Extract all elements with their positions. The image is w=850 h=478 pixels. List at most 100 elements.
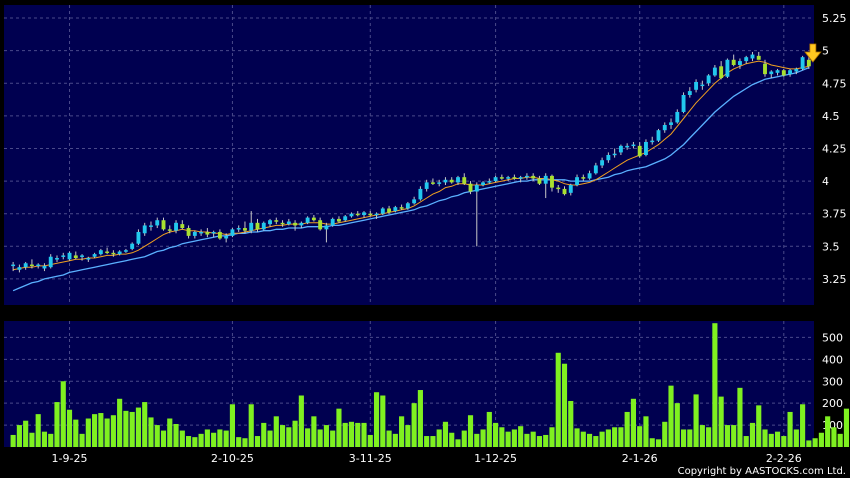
volume-bar [223, 430, 229, 447]
volume-bar [10, 434, 16, 447]
volume-bar [348, 421, 355, 447]
candle [318, 217, 323, 231]
x-tick-label: 1-12-25 [474, 452, 517, 465]
candle [405, 201, 410, 210]
candle-body [105, 251, 110, 254]
volume-bar [104, 418, 110, 447]
x-axis: 1-9-25 2-10-25 3-11-25 1-12-25 2-1-26 2-2-26 [52, 452, 802, 465]
volume-bar [279, 425, 286, 447]
candle-body [531, 175, 536, 179]
volume-bar [442, 421, 449, 447]
volume-bar [380, 395, 386, 447]
candle-body [631, 144, 636, 147]
candle [462, 173, 467, 185]
volume-bar [536, 436, 543, 447]
candle-body [763, 63, 767, 75]
candle-body [468, 183, 473, 192]
volume-bar [204, 429, 210, 447]
volume-bar [549, 427, 555, 447]
candle-body [123, 250, 128, 252]
candle-body [562, 188, 567, 195]
candle-body [180, 224, 185, 229]
volume-bar [254, 436, 261, 447]
candle-body [161, 220, 166, 230]
volume-bar [323, 425, 329, 447]
volume-bar [305, 428, 311, 447]
ma-short-line [12, 60, 810, 271]
candle-body [738, 61, 742, 65]
candle-body [255, 222, 260, 230]
candle [587, 170, 592, 180]
volume-bar [643, 416, 649, 447]
candle-body [556, 187, 561, 190]
candle [211, 230, 216, 238]
candle [105, 247, 110, 255]
volume-bar [737, 387, 743, 447]
candle [443, 177, 448, 185]
candle [136, 229, 141, 245]
candle-body [186, 228, 191, 236]
candle [55, 255, 59, 262]
candle [788, 68, 793, 77]
candle [330, 217, 335, 227]
volume-bar [198, 433, 204, 447]
candle-body [618, 145, 623, 153]
candle [593, 162, 598, 175]
volume-bar [286, 427, 292, 447]
candle-body [11, 264, 16, 267]
volume-bar [718, 396, 724, 447]
x-tick-label: 2-10-25 [211, 452, 254, 465]
candle [731, 54, 736, 67]
volume-bar [273, 416, 279, 447]
candle-body [324, 225, 329, 230]
candle-body [274, 220, 279, 222]
volume-bar [399, 416, 405, 447]
candle-body [405, 203, 410, 209]
candle-body [149, 225, 153, 227]
candle-body [355, 213, 360, 216]
candle-body [769, 71, 774, 75]
candle-body [581, 177, 586, 179]
volume-bar [818, 432, 824, 447]
candle [537, 175, 542, 185]
candle [17, 264, 22, 273]
candle-body [418, 188, 423, 200]
candle-body [167, 229, 172, 231]
candle-body [725, 59, 730, 77]
volume-bar [248, 404, 254, 447]
x-tick-label: 2-2-26 [766, 452, 802, 465]
candle [712, 65, 717, 77]
candle-body [42, 265, 47, 269]
volume-bar [179, 430, 185, 447]
candle [518, 175, 523, 183]
candle [474, 182, 479, 247]
candle-body [48, 256, 53, 268]
volume-bar [236, 437, 242, 447]
candle-body [211, 231, 216, 234]
candle-body [55, 258, 59, 260]
candle [380, 207, 385, 215]
candle-body [61, 255, 66, 257]
candle [155, 217, 160, 229]
candle [725, 58, 730, 79]
volume-bar [674, 403, 680, 447]
volume-bar [630, 398, 636, 447]
volume-bar [92, 414, 98, 447]
candle [794, 67, 799, 75]
candle-body [343, 216, 348, 221]
volume-bar [66, 409, 73, 447]
candle [550, 174, 554, 192]
candle [73, 251, 78, 260]
volume-bar [292, 420, 298, 447]
candle-body [499, 177, 504, 179]
candle-body [23, 263, 28, 268]
candle-body [493, 177, 498, 182]
candle [468, 181, 473, 195]
candle-body [155, 220, 160, 226]
candle-body [794, 68, 799, 72]
candle-body [318, 220, 323, 230]
candle [230, 228, 235, 238]
candle [61, 252, 66, 260]
volume-bar [455, 439, 461, 447]
candle [669, 118, 673, 129]
